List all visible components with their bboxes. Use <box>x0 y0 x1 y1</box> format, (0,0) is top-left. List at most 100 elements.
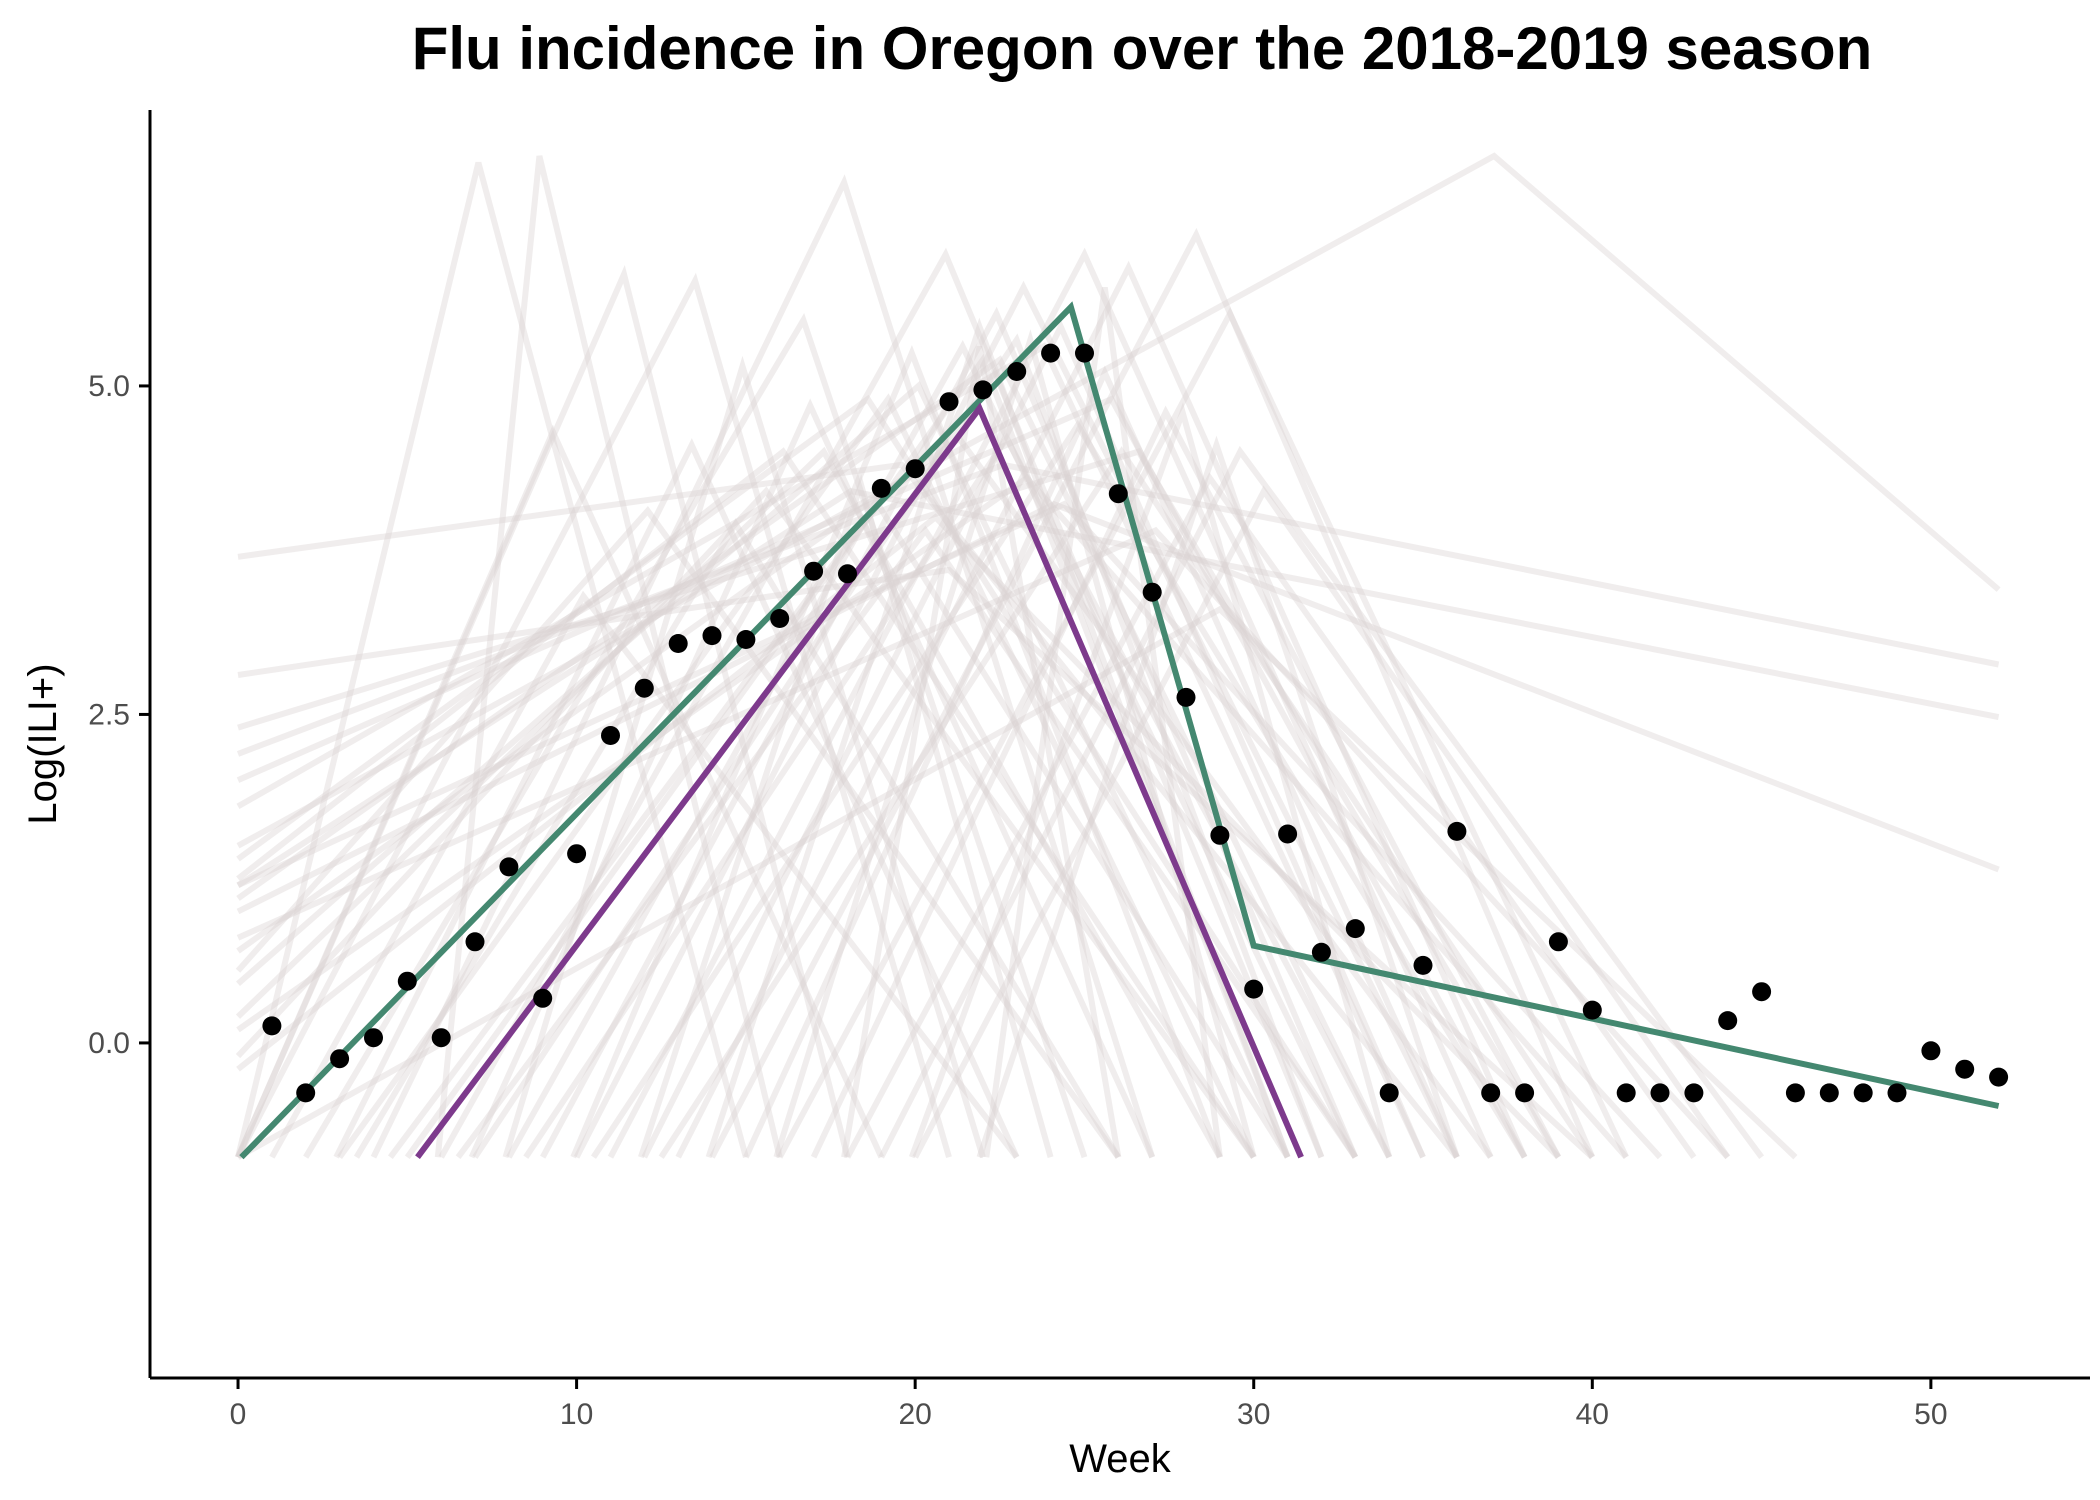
sample-line-37 <box>912 485 1731 1159</box>
sample-line-9 <box>607 247 1494 1159</box>
x-tick-label: 30 <box>1237 1398 1270 1431</box>
data-point-week-41 <box>1616 1083 1636 1103</box>
sample-line-22 <box>235 446 1223 1159</box>
sample-line-30 <box>472 333 1325 1159</box>
data-point-week-19 <box>871 478 891 498</box>
data-point-week-4 <box>364 1028 383 1048</box>
data-point-week-9 <box>533 988 553 1008</box>
data-point-week-39 <box>1548 932 1568 952</box>
data-point-week-32 <box>1311 942 1331 962</box>
sample-line-49 <box>236 487 2000 888</box>
sample-line-55 <box>841 345 1122 1158</box>
sample-line-56 <box>502 355 986 1159</box>
sample-line-54 <box>983 286 1223 1158</box>
sample-line-14 <box>236 355 1392 1159</box>
x-tick-label: 10 <box>560 1398 593 1431</box>
data-point-week-23 <box>1007 362 1027 381</box>
chart-title: Flu incidence in Oregon over the 2018-20… <box>412 15 1873 82</box>
data-point-week-6 <box>431 1028 451 1048</box>
data-point-week-18 <box>838 564 857 584</box>
data-point-week-13 <box>668 634 688 653</box>
sample-line-35 <box>844 472 1697 1159</box>
data-point-week-33 <box>1345 919 1365 939</box>
sample-line-21 <box>235 486 1257 1159</box>
sample-line-58 <box>333 438 1020 1159</box>
sample-line-12 <box>777 307 1629 1159</box>
x-axis-ticks: 0 10 20 30 40 50 <box>230 1378 1948 1431</box>
fitted-trend-line <box>239 301 2000 1160</box>
data-point-week-12 <box>634 678 654 698</box>
sample-line-32 <box>641 319 1426 1159</box>
sample-line-64 <box>976 435 1460 1159</box>
data-point-week-44 <box>1718 1011 1738 1031</box>
data-point-week-17 <box>804 561 824 581</box>
sample-line-40 <box>523 432 1392 1159</box>
sample-line-53 <box>434 155 783 1158</box>
sample-line-18 <box>237 461 1460 1160</box>
sample-line-45 <box>235 506 1121 1159</box>
data-point-week-51 <box>1955 1059 1975 1079</box>
sample-line-33 <box>743 365 1460 1159</box>
plot-area <box>235 152 2009 1160</box>
sample-line-46 <box>236 447 1257 1159</box>
data-point-week-25 <box>1075 343 1094 363</box>
data-point-week-40 <box>1582 1000 1602 1020</box>
sample-line-11 <box>709 227 1596 1159</box>
sample-line-23 <box>236 500 1663 1160</box>
data-point-week-37 <box>1481 1083 1501 1103</box>
data-point-week-38 <box>1515 1083 1535 1103</box>
x-axis-title: Week <box>1069 1437 1172 1481</box>
data-point-week-36 <box>1447 821 1467 841</box>
data-point-week-29 <box>1210 825 1230 845</box>
sample-line-44 <box>658 446 1595 1159</box>
data-point-week-27 <box>1142 582 1162 602</box>
data-point-week-14 <box>702 626 722 646</box>
sample-line-10 <box>675 260 1528 1159</box>
data-point-week-48 <box>1853 1083 1873 1103</box>
alternate-trend-line <box>415 402 1304 1160</box>
sample-line-2 <box>235 161 749 1158</box>
data-point-week-31 <box>1278 824 1298 844</box>
y-axis-ticks: 0.0 2.5 5.0 <box>88 370 150 1060</box>
observed-points <box>262 343 2009 1103</box>
data-point-week-8 <box>499 857 519 877</box>
data-point-week-46 <box>1785 1083 1805 1103</box>
data-point-week-26 <box>1108 484 1128 504</box>
data-point-week-3 <box>330 1049 350 1069</box>
sample-line-63 <box>908 402 1393 1159</box>
data-point-week-11 <box>601 726 620 745</box>
data-point-week-7 <box>465 932 485 952</box>
data-point-week-16 <box>770 609 790 628</box>
data-point-week-5 <box>397 971 417 991</box>
sample-line-3 <box>235 272 952 1159</box>
posterior-sample-lines <box>235 152 2001 1160</box>
data-point-week-24 <box>1041 343 1061 363</box>
sample-line-41 <box>590 419 1528 1159</box>
x-tick-label: 0 <box>230 1398 247 1431</box>
sample-line-61 <box>638 474 1054 1159</box>
sample-line-5 <box>370 174 1156 1159</box>
sample-line-60 <box>773 329 1257 1159</box>
x-tick-label: 50 <box>1914 1398 1947 1431</box>
sample-line-17 <box>237 448 1561 1159</box>
sample-line-8 <box>573 280 1460 1159</box>
data-point-week-30 <box>1244 979 1264 999</box>
sample-line-62 <box>468 398 1155 1159</box>
sample-line-7 <box>506 340 1358 1159</box>
sample-line-42 <box>269 590 1020 1160</box>
sample-line-26 <box>236 513 1561 1160</box>
data-point-week-20 <box>905 459 925 479</box>
data-point-week-43 <box>1684 1083 1704 1103</box>
sample-line-16 <box>236 395 1528 1159</box>
data-point-week-45 <box>1752 982 1772 1002</box>
sample-line-48 <box>236 605 1798 1160</box>
sample-line-34 <box>810 405 1562 1159</box>
data-point-week-42 <box>1650 1083 1670 1103</box>
data-point-week-49 <box>1887 1083 1907 1103</box>
data-point-week-15 <box>736 630 756 649</box>
data-point-week-28 <box>1176 687 1196 707</box>
data-point-week-47 <box>1819 1083 1839 1103</box>
sample-line-27 <box>235 424 885 1159</box>
sample-line-13 <box>236 381 1291 1159</box>
sample-line-24 <box>236 526 1730 1160</box>
